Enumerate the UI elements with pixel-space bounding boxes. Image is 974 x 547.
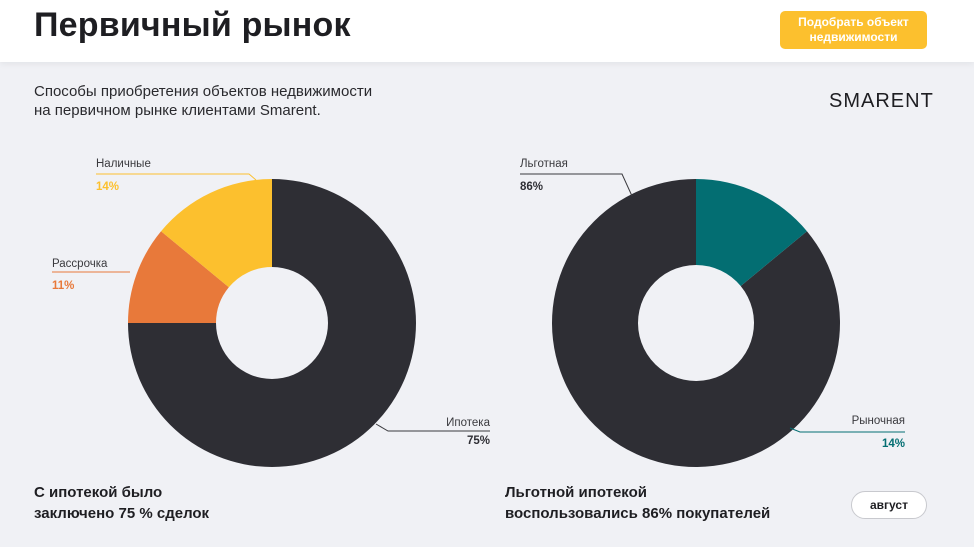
month-selector-button[interactable]: август [851, 491, 927, 519]
donut-slice-2 [128, 231, 229, 323]
slice-label: Наличные [96, 158, 151, 170]
payment-methods-donut: Ипотека 75% Рассрочка 11% Наличные 14% [52, 158, 491, 467]
preferential-share-caption: Льготной ипотекой воспользовались 86% по… [505, 484, 771, 522]
slice-value-label: 86% [520, 181, 543, 193]
slice-value-label: 14% [882, 438, 905, 450]
slice-label: Ипотека [446, 417, 490, 429]
mortgage-share-caption: С ипотекой было заключено 75 % сделок [34, 484, 210, 522]
slice-leader-line [789, 427, 905, 433]
donut-slice-2 [696, 179, 807, 287]
brand-logo: SMARENT [829, 90, 934, 112]
slice-label: Рыночная [852, 415, 905, 427]
find-property-button[interactable]: Подобрать объект недвижимости [780, 11, 927, 49]
header-bar: Первичный рынок Подобрать объект недвижи… [0, 0, 974, 62]
slice-label: Льготная [520, 158, 568, 170]
mortgage-type-donut: Льготная 86% Рыночная 14% [520, 158, 905, 467]
donut-slice-1 [551, 179, 840, 467]
slice-leader-line [375, 423, 490, 432]
donut-slice-1 [128, 179, 416, 467]
slice-leader-line [96, 173, 257, 181]
slice-label: Рассрочка [52, 258, 108, 270]
page-title: Первичный рынок [34, 6, 351, 44]
donut-slice-3 [161, 179, 272, 288]
slice-leader-line [520, 173, 633, 197]
slice-value-label: 14% [96, 181, 119, 193]
slice-value-label: 11% [52, 280, 74, 292]
slice-value-label: 75% [467, 435, 490, 447]
chart-subtitle: Способы приобретения объектов недвижимос… [34, 83, 373, 119]
